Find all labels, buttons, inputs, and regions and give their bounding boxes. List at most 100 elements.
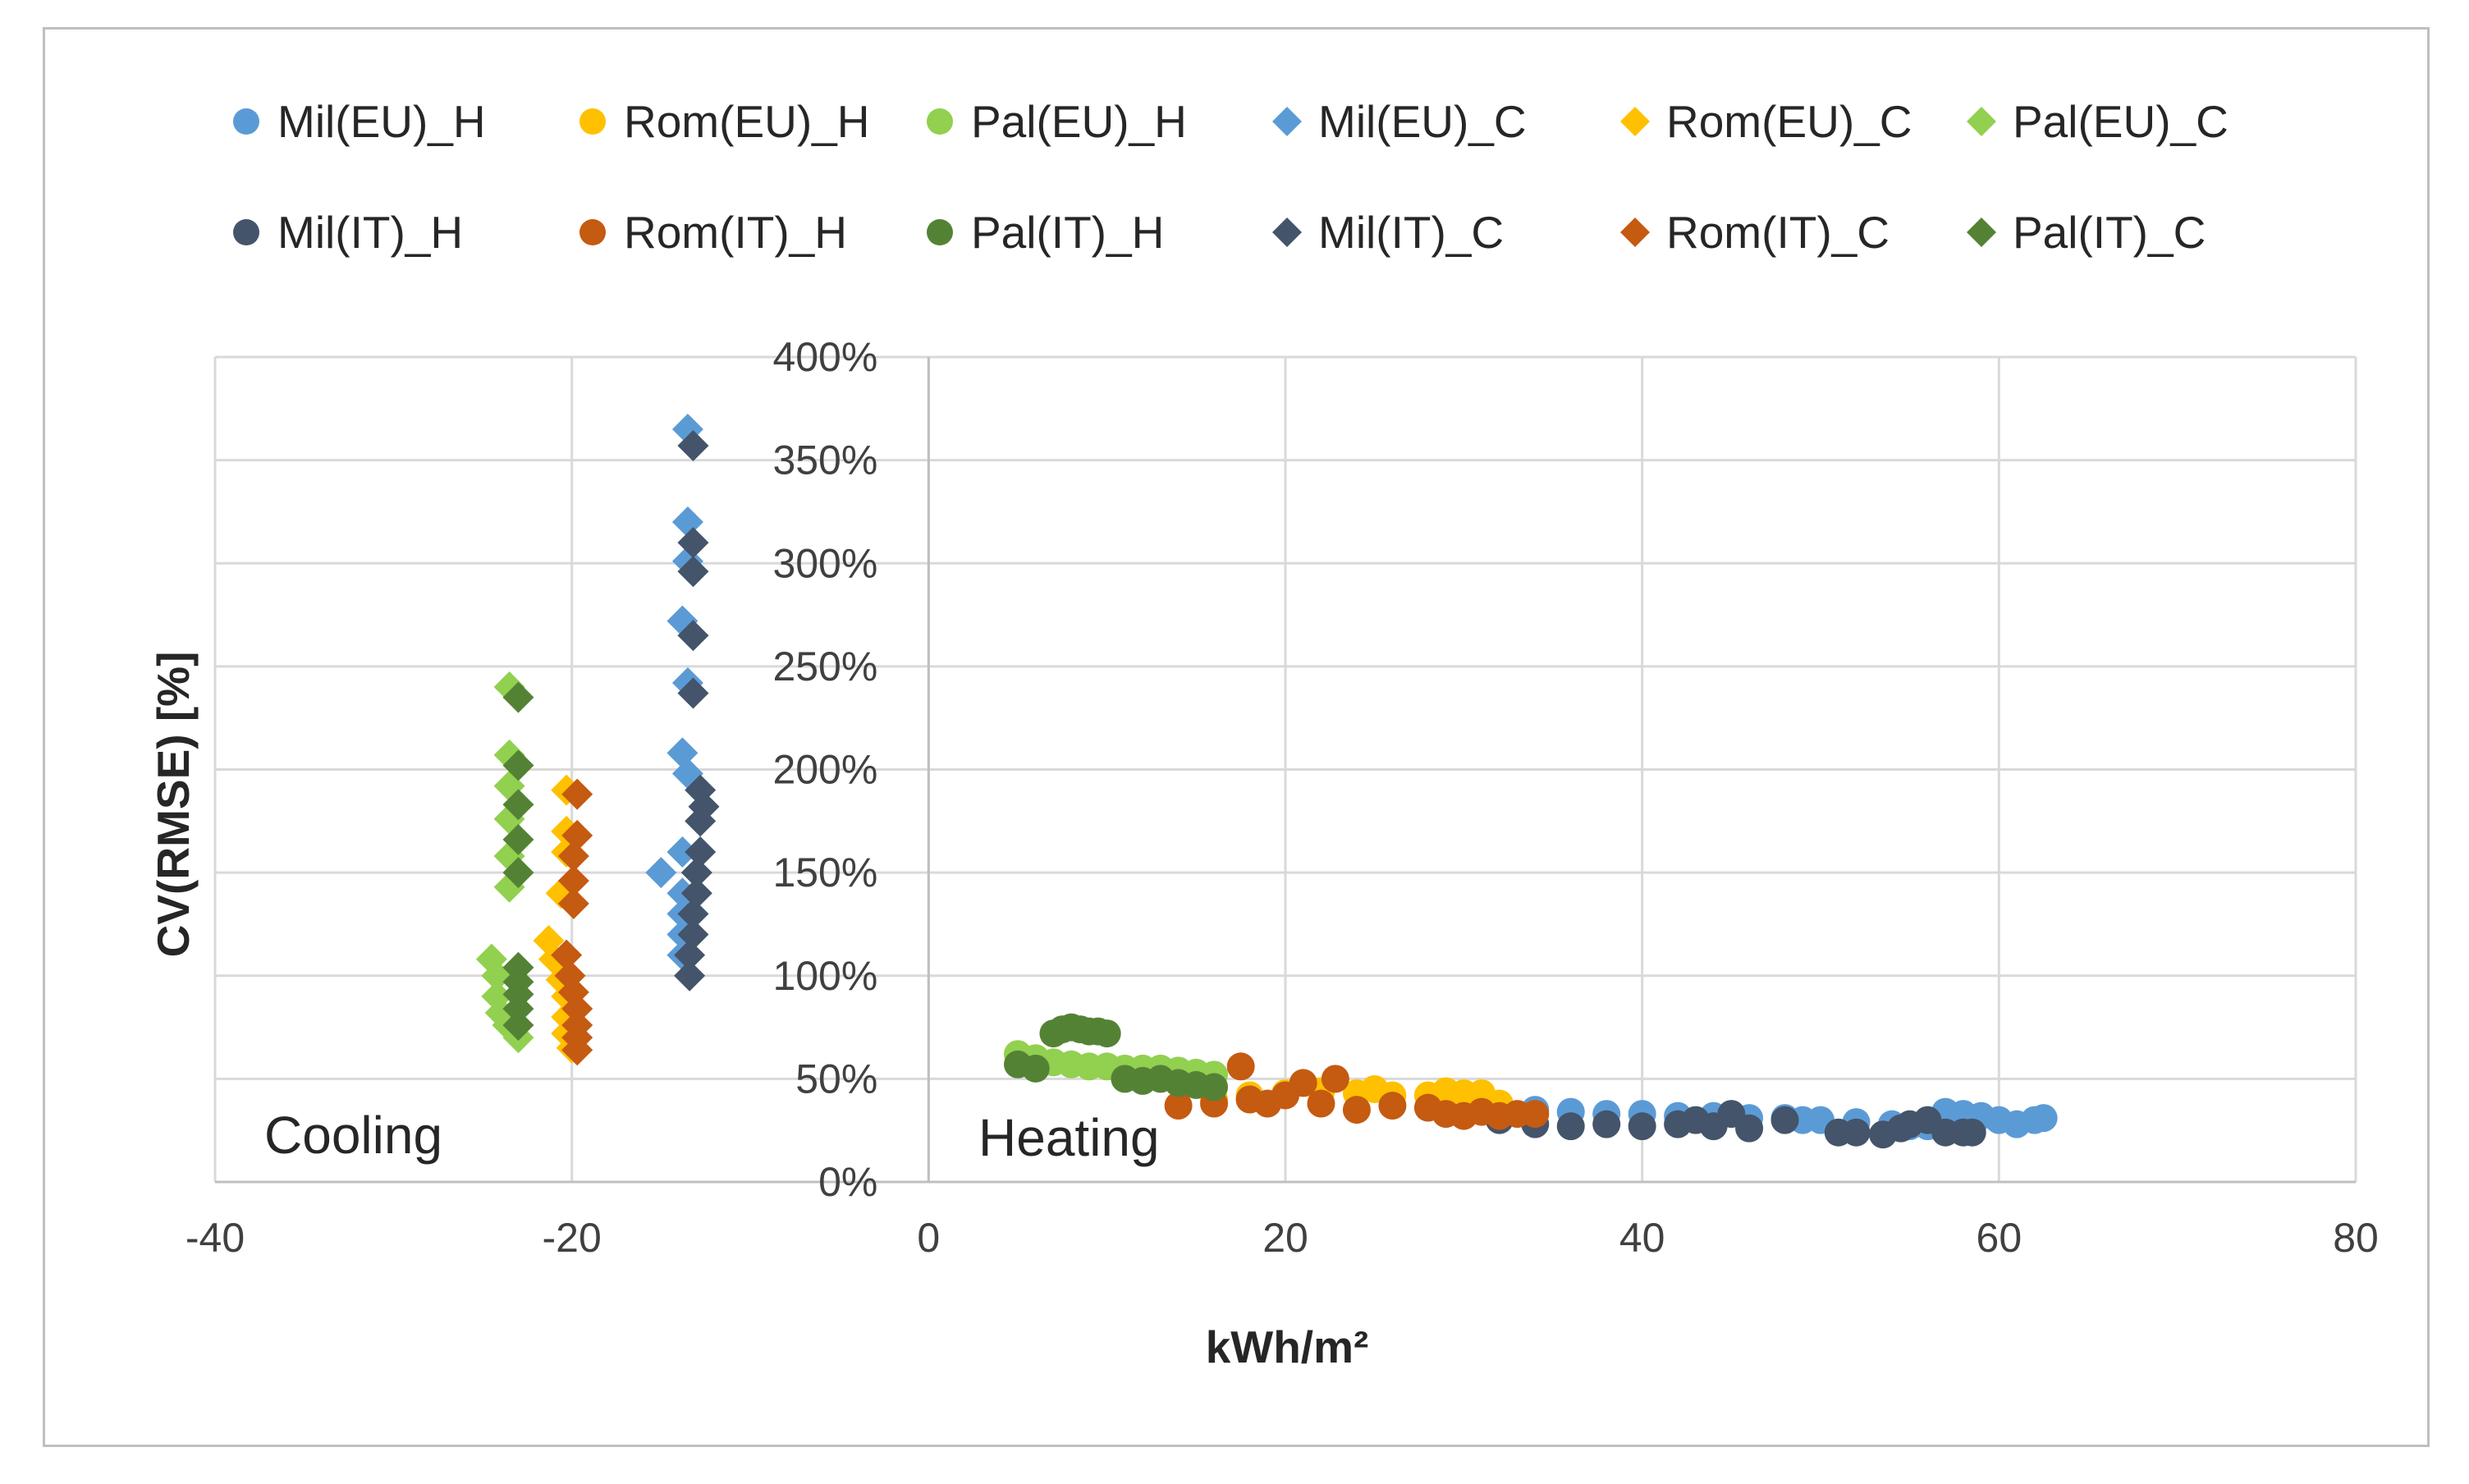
data-point xyxy=(666,836,699,868)
data-point xyxy=(1307,1089,1335,1118)
legend-item: Mil(IT)_H xyxy=(233,207,463,258)
legend-item: Rom(EU)_C xyxy=(1620,96,1912,147)
data-point xyxy=(561,819,593,851)
data-point xyxy=(674,960,706,992)
y-axis-title: CV(RMSE) [%] xyxy=(148,652,199,958)
y-tick-label: 0% xyxy=(818,1159,877,1205)
legend-item: Rom(EU)_H xyxy=(579,96,869,147)
series-Mil(IT)_H xyxy=(1485,1100,1986,1149)
data-point xyxy=(1200,1073,1229,1102)
x-tick-label: 20 xyxy=(1262,1215,1308,1261)
data-point xyxy=(685,805,717,837)
legend-item: Rom(IT)_C xyxy=(1620,207,1890,258)
data-point xyxy=(1556,1112,1585,1141)
data-point xyxy=(1289,1069,1317,1097)
axes xyxy=(215,357,2356,1184)
legend-label: Pal(IT)_H xyxy=(971,207,1164,258)
data-point xyxy=(677,918,709,950)
data-point xyxy=(674,939,706,971)
legend-label: Rom(IT)_C xyxy=(1666,207,1890,258)
legend-item: Rom(IT)_H xyxy=(579,207,847,258)
y-tick-label: 400% xyxy=(772,334,877,380)
data-point xyxy=(680,877,712,909)
legend-label: Rom(IT)_H xyxy=(624,207,847,258)
data-point xyxy=(645,857,677,889)
data-point xyxy=(1958,1118,1986,1147)
legend-marker xyxy=(1967,218,1996,247)
legend-marker xyxy=(233,108,259,135)
legend-marker xyxy=(1967,107,1996,136)
data-point xyxy=(685,836,717,868)
data-point xyxy=(1226,1052,1255,1081)
data-point xyxy=(502,992,534,1024)
data-point xyxy=(1378,1092,1407,1120)
data-point xyxy=(1521,1100,1550,1129)
data-point xyxy=(561,778,593,810)
data-point xyxy=(677,898,709,930)
legend-item: Mil(EU)_H xyxy=(233,96,486,147)
data-point xyxy=(557,865,589,897)
legend-label: Mil(IT)_H xyxy=(277,207,463,258)
legend-marker xyxy=(927,219,953,245)
data-point xyxy=(1770,1106,1799,1134)
series-Rom(IT)_H xyxy=(1164,1052,1550,1130)
heating-annotation: Heating xyxy=(978,1108,1160,1167)
data-point xyxy=(2029,1104,2058,1133)
legend-marker xyxy=(1272,218,1302,247)
legend-item: Pal(EU)_C xyxy=(1967,96,2229,147)
legend-marker xyxy=(233,219,259,245)
data-point xyxy=(502,1010,534,1042)
data-point xyxy=(677,556,709,588)
data-point xyxy=(677,620,709,652)
series-Pal(IT)_C xyxy=(502,681,534,1042)
data-point xyxy=(557,840,589,873)
legend-marker xyxy=(1272,107,1302,136)
data-point xyxy=(561,1034,593,1066)
data-point xyxy=(561,992,593,1024)
y-tick-label: 200% xyxy=(772,747,877,793)
gridlines xyxy=(213,355,2357,1182)
legend-label: Rom(EU)_C xyxy=(1666,96,1912,147)
data-point xyxy=(557,887,589,919)
series-Pal(IT)_H xyxy=(1004,1013,1229,1102)
x-tick-label: -20 xyxy=(543,1215,602,1261)
legend-label: Pal(IT)_C xyxy=(2013,207,2206,258)
legend-item: Pal(EU)_H xyxy=(927,96,1187,147)
legend-item: Mil(EU)_C xyxy=(1272,96,1527,147)
y-tick-label: 150% xyxy=(772,850,877,895)
data-point xyxy=(1321,1065,1349,1093)
legend-label: Mil(EU)_H xyxy=(277,96,486,147)
data-point xyxy=(1092,1019,1121,1048)
data-point xyxy=(551,939,583,971)
y-tick-label: 50% xyxy=(795,1056,877,1102)
data-point xyxy=(1021,1054,1050,1083)
data-point xyxy=(502,681,534,713)
data-point xyxy=(1164,1092,1193,1120)
chart-frame xyxy=(43,27,2430,1447)
series-Rom(IT)_C xyxy=(551,778,593,1066)
y-tick-labels: 0% 50% 100% 150% 200% 250% 300% 350% 400% xyxy=(772,334,877,1205)
data-points xyxy=(475,413,2058,1149)
data-point xyxy=(1842,1118,1871,1147)
data-point xyxy=(502,857,534,889)
x-tick-label: 80 xyxy=(2333,1215,2379,1261)
legend-marker xyxy=(1620,218,1650,247)
data-point xyxy=(1628,1112,1656,1141)
legend-item: Mil(IT)_C xyxy=(1272,207,1504,258)
x-tick-labels: -40 -20 0 20 40 60 80 xyxy=(186,1215,2379,1261)
legend-label: Pal(EU)_H xyxy=(971,96,1187,147)
data-point xyxy=(680,857,712,889)
legend-marker xyxy=(579,108,606,135)
data-point xyxy=(677,677,709,709)
y-tick-label: 100% xyxy=(772,953,877,999)
data-point xyxy=(1342,1096,1371,1124)
x-tick-label: 60 xyxy=(1977,1215,2022,1261)
legend-label: Mil(EU)_C xyxy=(1318,96,1527,147)
legend-marker xyxy=(1620,107,1650,136)
y-tick-label: 350% xyxy=(772,437,877,483)
legend: Mil(EU)_H Rom(EU)_H Pal(EU)_H Mil(EU)_C Rom(… xyxy=(233,96,2229,258)
x-tick-label: 40 xyxy=(1619,1215,1665,1261)
data-point xyxy=(1735,1114,1764,1143)
data-point xyxy=(677,430,709,462)
cooling-annotation: Cooling xyxy=(264,1106,442,1165)
